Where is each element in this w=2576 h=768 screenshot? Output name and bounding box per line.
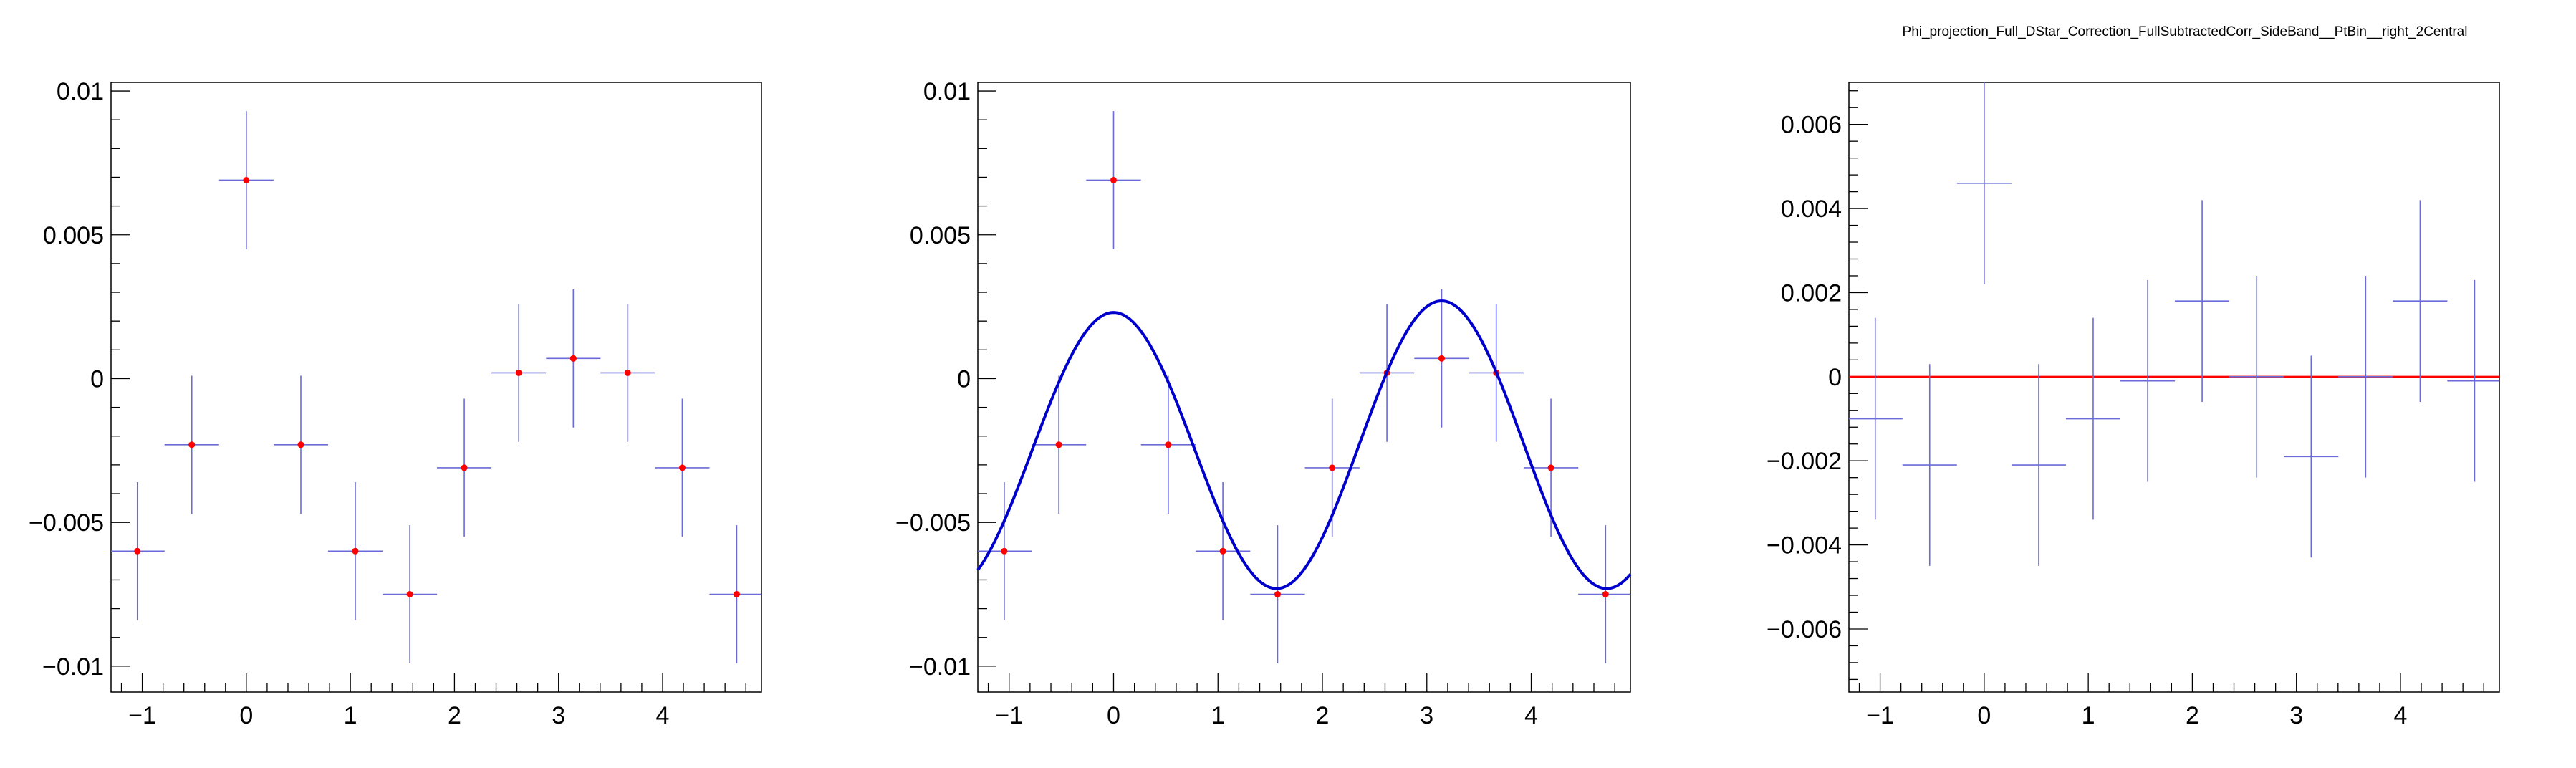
x-tick-label: 1 <box>2082 702 2095 729</box>
x-tick-label: 2 <box>1316 702 1330 729</box>
x-tick-label: 4 <box>1524 702 1538 729</box>
plot-frame <box>977 82 1631 693</box>
y-tick-label: 0.004 <box>1781 196 1842 223</box>
y-tick-label: 0.01 <box>57 78 104 105</box>
data-point <box>461 464 468 471</box>
y-tick-label: −0.01 <box>909 653 971 681</box>
panel-2: −1 0 1 2 3 4 −0.01 −0.005 0 0.005 0.01 <box>895 78 1632 729</box>
data-point <box>1110 176 1117 183</box>
panel-1: −1 0 1 2 3 4 −0.01 −0.005 0 0.005 0.01 <box>29 78 762 729</box>
y-tick-label: 0.005 <box>43 222 104 249</box>
x-tick-label: 2 <box>448 702 461 729</box>
x-tick-label: 2 <box>2186 702 2199 729</box>
y-tick-label: 0 <box>1828 364 1842 391</box>
y-tick-label: −0.002 <box>1767 448 1842 475</box>
x-tick-label: −1 <box>128 702 156 729</box>
fit-curve <box>976 299 1632 590</box>
x-tick-label: 0 <box>1107 702 1120 729</box>
x-tick-label: −1 <box>995 702 1023 729</box>
data-point <box>1329 464 1336 471</box>
y-tick-label: 0.005 <box>910 222 971 249</box>
data-point <box>1165 441 1172 448</box>
x-tick-label: 0 <box>239 702 253 729</box>
y-tick-label: 0.002 <box>1781 279 1842 307</box>
figure-title: Phi_projection_Full_DStar_Correction_Ful… <box>1903 24 2468 39</box>
data-point <box>1001 547 1008 555</box>
y-tick-label: −0.01 <box>42 653 104 681</box>
x-tick-label: 3 <box>1420 702 1433 729</box>
data-point <box>406 591 413 598</box>
data-point <box>134 547 141 555</box>
y-tick-label: −0.005 <box>895 509 971 537</box>
data-point <box>1602 591 1609 598</box>
panels: −1 0 1 2 3 4 −0.01 −0.005 0 0.005 0.01 −1 0 1 2 3 4 −0.01… <box>29 78 2500 729</box>
x-tick-label: 4 <box>2394 702 2408 729</box>
x-tick-label: 0 <box>1977 702 1991 729</box>
data-point <box>733 591 740 598</box>
data-point <box>1055 441 1062 448</box>
y-tick-label: 0.006 <box>1781 112 1842 139</box>
y-tick-label: 0 <box>90 365 104 393</box>
y-tick-label: 0.01 <box>923 78 971 105</box>
x-tick-label: 1 <box>1211 702 1225 729</box>
data-point <box>1219 547 1226 555</box>
data-point <box>352 547 359 555</box>
x-tick-label: 4 <box>656 702 670 729</box>
data-point <box>243 176 250 183</box>
y-tick-label: −0.005 <box>29 509 104 537</box>
data-point <box>569 355 577 362</box>
y-tick-label: −0.004 <box>1767 532 1842 560</box>
y-tick-label: 0 <box>957 365 971 393</box>
data-point <box>678 464 686 471</box>
plot-frame <box>1848 82 2500 693</box>
data-point <box>1274 591 1281 598</box>
data-point <box>624 369 631 376</box>
data-point <box>188 441 196 448</box>
x-tick-label: 3 <box>552 702 565 729</box>
y-tick-label: −0.006 <box>1767 616 1842 643</box>
data-point <box>1547 464 1554 471</box>
x-tick-label: 1 <box>344 702 357 729</box>
data-point <box>1438 355 1445 362</box>
data-point <box>297 441 304 448</box>
x-tick-label: −1 <box>1866 702 1894 729</box>
plot-frame <box>110 82 762 693</box>
panel-3: −1 0 1 2 3 4 −0.006 −0.004 −0.002 0 0.002 0.004 0.00… <box>1767 82 2500 729</box>
data-point <box>515 369 522 376</box>
x-tick-label: 3 <box>2289 702 2303 729</box>
